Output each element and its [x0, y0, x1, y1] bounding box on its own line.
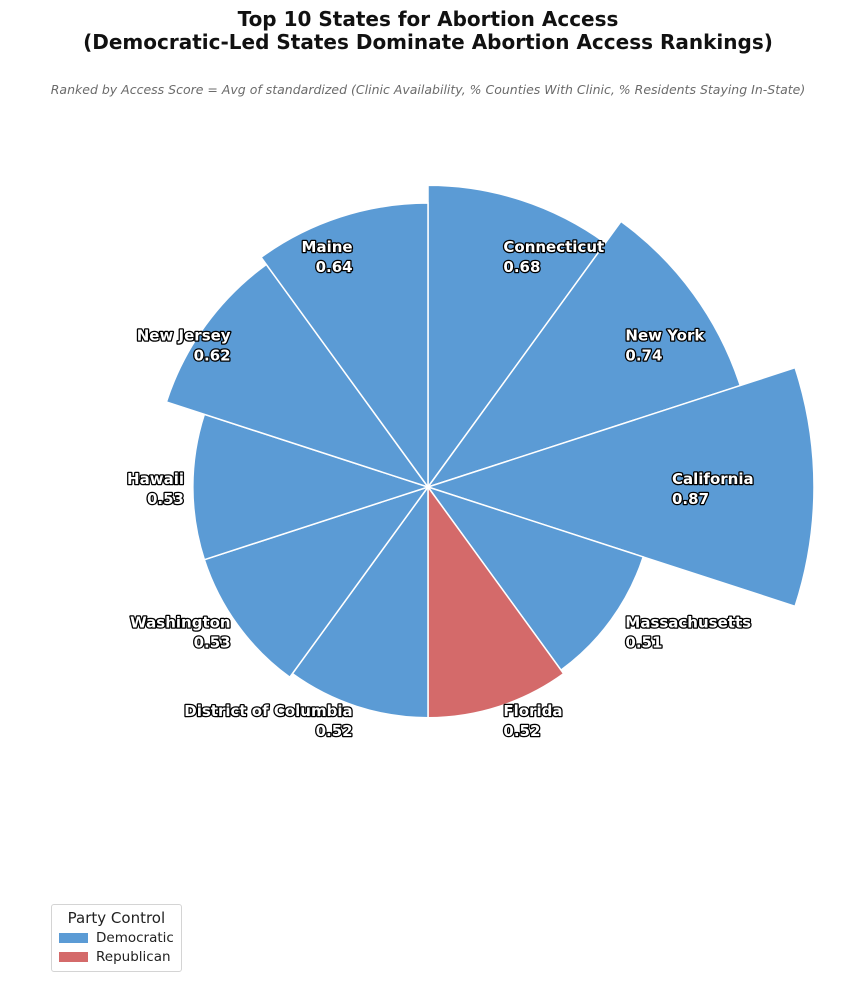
- wedge-massachusetts: [426, 485, 645, 672]
- label-state-name: Florida: [503, 702, 562, 720]
- label-state-name: Massachusetts: [625, 613, 751, 631]
- label-value: 0.74: [625, 347, 662, 365]
- chart-title: Top 10 States for Abortion Access (Democ…: [0, 8, 856, 54]
- label-new-york: New York 0.74: [625, 327, 705, 365]
- wedge-florida: [427, 484, 565, 719]
- label-value: 0.52: [503, 722, 540, 740]
- label-district-of-columbia: District of Columbia 0.52: [184, 702, 352, 740]
- chart-title-line2: (Democratic-Led States Dominate Abortion…: [83, 30, 773, 54]
- legend-swatch-democratic: [59, 933, 88, 943]
- label-value: 0.51: [625, 633, 662, 651]
- label-state-name: New Jersey: [137, 327, 231, 345]
- wedge-maine: [260, 202, 429, 490]
- label-state-name: Maine: [302, 238, 353, 256]
- chart-labels: Connecticut 0.68 New York 0.74 California 0.8…: [126, 237, 755, 742]
- wedge-california: [425, 366, 815, 608]
- label-california: California 0.87: [672, 470, 754, 508]
- label-state-name: Connecticut: [503, 238, 604, 256]
- label-state-name: Hawaii: [127, 470, 184, 488]
- chart-wedges: [165, 184, 815, 719]
- wedge-washington: [203, 485, 430, 679]
- label-value: 0.87: [672, 490, 709, 508]
- legend-swatch-republican: [59, 952, 88, 962]
- label-value: 0.53: [194, 633, 231, 651]
- label-washington: Washington 0.53: [130, 613, 230, 651]
- legend-item-democratic: Democratic: [59, 930, 174, 946]
- legend-label-republican: Republican: [96, 949, 171, 965]
- chart-title-line1: Top 10 States for Abortion Access: [237, 7, 619, 31]
- legend: Party Control Democratic Republican: [51, 904, 182, 972]
- label-value: 0.64: [316, 258, 353, 276]
- label-state-name: District of Columbia: [184, 702, 352, 720]
- label-maine: Maine 0.64: [302, 238, 353, 276]
- chart-subtitle: Ranked by Access Score = Avg of standard…: [50, 82, 806, 97]
- wedge-new-york: [426, 220, 742, 489]
- wedge-connecticut: [427, 184, 607, 490]
- label-connecticut: Connecticut 0.68: [503, 238, 604, 276]
- legend-title: Party Control: [67, 909, 166, 927]
- legend-label-democratic: Democratic: [96, 930, 174, 946]
- label-value: 0.53: [147, 490, 184, 508]
- label-florida: Florida 0.52: [503, 702, 562, 740]
- wedge-new-jersey: [165, 263, 430, 489]
- label-massachusetts: Massachusetts 0.51: [625, 613, 751, 651]
- wedge-district-of-columbia: [291, 484, 429, 719]
- label-value: 0.62: [194, 347, 231, 365]
- label-value: 0.68: [503, 258, 540, 276]
- label-state-name: New York: [625, 327, 705, 345]
- legend-item-republican: Republican: [59, 949, 174, 965]
- label-state-name: Washington: [130, 613, 230, 631]
- label-new-jersey: New Jersey 0.62: [137, 327, 231, 365]
- label-hawaii: Hawaii 0.53: [127, 470, 184, 508]
- wedge-hawaii: [192, 413, 431, 561]
- label-state-name: California: [672, 470, 754, 488]
- label-value: 0.52: [316, 722, 353, 740]
